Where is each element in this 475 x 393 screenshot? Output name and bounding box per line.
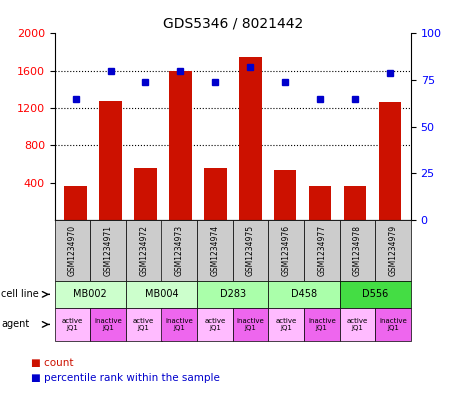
Text: GSM1234971: GSM1234971 [104, 225, 113, 276]
Text: active
JQ1: active JQ1 [133, 318, 154, 331]
Text: D556: D556 [362, 289, 389, 299]
Bar [239, 57, 262, 220]
Text: inactive
JQ1: inactive JQ1 [94, 318, 122, 331]
Bar [64, 185, 87, 220]
Text: D283: D283 [219, 289, 246, 299]
Text: GSM1234977: GSM1234977 [317, 225, 326, 276]
Text: inactive
JQ1: inactive JQ1 [379, 318, 407, 331]
Text: GSM1234979: GSM1234979 [389, 225, 398, 276]
Title: GDS5346 / 8021442: GDS5346 / 8021442 [162, 17, 303, 31]
Bar [274, 170, 296, 220]
Text: GSM1234978: GSM1234978 [353, 225, 362, 276]
Text: inactive
JQ1: inactive JQ1 [165, 318, 193, 331]
Text: D458: D458 [291, 289, 317, 299]
Text: GSM1234973: GSM1234973 [175, 225, 184, 276]
Text: inactive
JQ1: inactive JQ1 [308, 318, 336, 331]
Text: GSM1234972: GSM1234972 [139, 225, 148, 276]
Text: GSM1234974: GSM1234974 [210, 225, 219, 276]
Bar [169, 71, 192, 220]
Bar [134, 168, 157, 220]
Bar [309, 185, 332, 220]
Text: GSM1234976: GSM1234976 [282, 225, 291, 276]
Bar [343, 185, 366, 220]
Text: agent: agent [1, 320, 29, 329]
Bar [204, 168, 227, 220]
Text: MB002: MB002 [73, 289, 107, 299]
Text: MB004: MB004 [145, 289, 178, 299]
Text: ■ percentile rank within the sample: ■ percentile rank within the sample [31, 373, 220, 384]
Text: ■ count: ■ count [31, 358, 73, 368]
Text: GSM1234975: GSM1234975 [246, 225, 255, 276]
Text: inactive
JQ1: inactive JQ1 [237, 318, 265, 331]
Bar [99, 101, 122, 220]
Bar [379, 101, 401, 220]
Text: active
JQ1: active JQ1 [62, 318, 83, 331]
Text: active
JQ1: active JQ1 [276, 318, 297, 331]
Text: GSM1234970: GSM1234970 [68, 225, 77, 276]
Text: cell line: cell line [1, 289, 38, 299]
Text: active
JQ1: active JQ1 [347, 318, 368, 331]
Text: active
JQ1: active JQ1 [204, 318, 226, 331]
